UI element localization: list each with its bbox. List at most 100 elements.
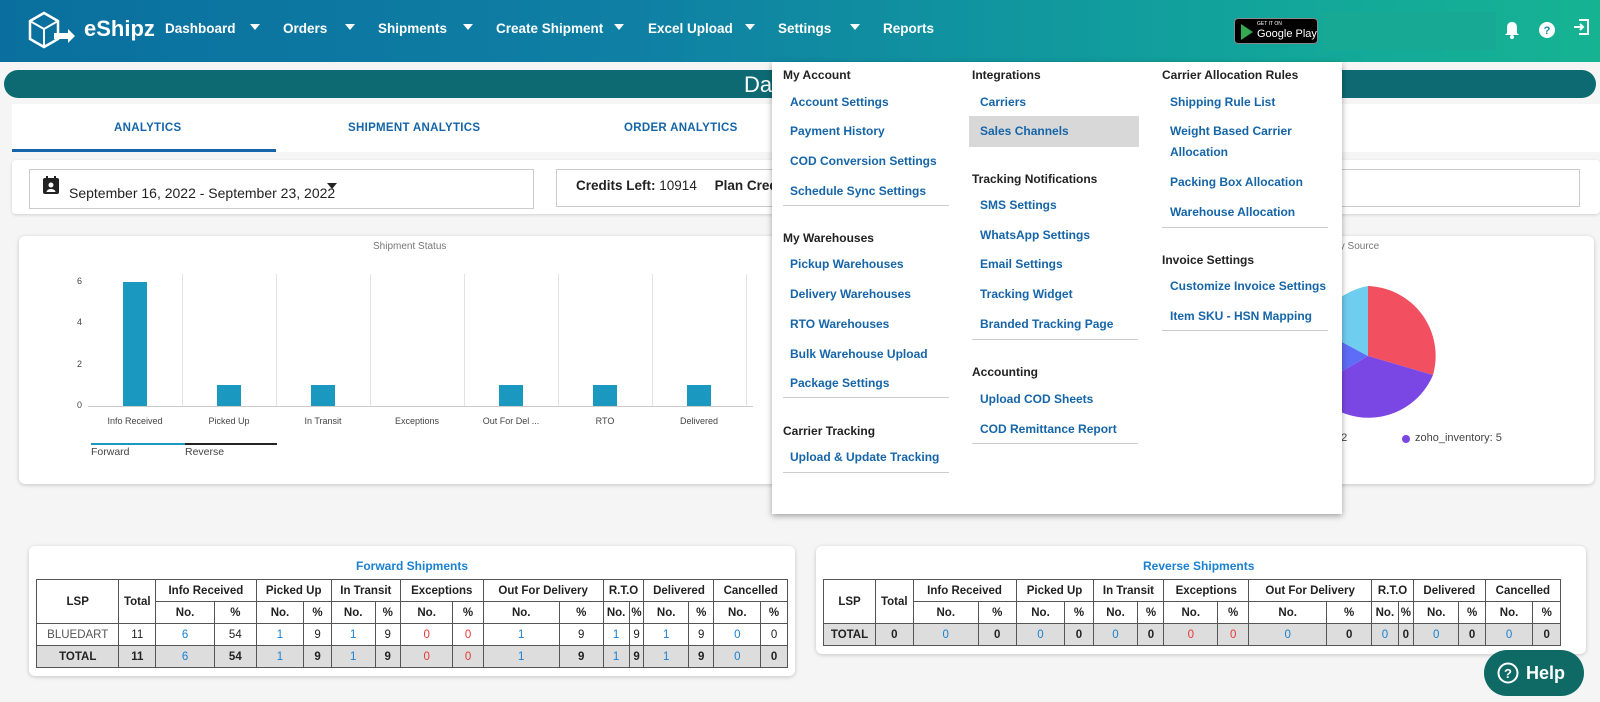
subheader-pct: %	[760, 601, 788, 624]
chart-bar[interactable]	[593, 385, 617, 406]
forward-table-title: Forward Shipments	[356, 559, 469, 573]
chevron-down-icon[interactable]	[345, 24, 355, 30]
cell-value[interactable]: 1	[482, 645, 560, 668]
menu-packing-box-allocation[interactable]: Packing Box Allocation	[1170, 175, 1303, 189]
menu-customize-invoice-settings[interactable]: Customize Invoice Settings	[1170, 279, 1327, 293]
cell-value[interactable]: 0	[399, 623, 454, 646]
pie-legend-zoho[interactable]: zoho_inventory: 5	[1415, 432, 1502, 444]
cell-value[interactable]: 1	[602, 645, 630, 668]
menu-email-settings[interactable]: Email Settings	[980, 257, 1063, 271]
cell-value[interactable]: 6	[155, 645, 216, 668]
cell-value[interactable]: 0	[1163, 623, 1219, 646]
chevron-down-icon[interactable]	[850, 24, 860, 30]
menu-shipping-rule-list[interactable]: Shipping Rule List	[1170, 95, 1276, 109]
menu-upload-cod-sheets[interactable]: Upload COD Sheets	[980, 392, 1094, 406]
nav-orders[interactable]: Orders	[283, 21, 328, 36]
cell-value: 0	[1064, 623, 1094, 646]
tab-analytics[interactable]: ANALYTICS	[114, 122, 182, 134]
menu-cod-conversion-settings[interactable]: COD Conversion Settings	[790, 154, 937, 168]
cell-value[interactable]: 0	[713, 645, 762, 668]
cell-value[interactable]: 0	[1015, 623, 1066, 646]
cell-value[interactable]: 1	[255, 645, 305, 668]
cell-value: 0	[1137, 623, 1165, 646]
cell-value[interactable]: 0	[1092, 623, 1139, 646]
menu-rto-warehouses[interactable]: RTO Warehouses	[790, 317, 890, 331]
cell-value[interactable]: 0	[1484, 623, 1534, 646]
menu-pickup-warehouses[interactable]: Pickup Warehouses	[790, 257, 904, 271]
menu-branded-tracking-page[interactable]: Branded Tracking Page	[980, 317, 1114, 331]
nav-shipments[interactable]: Shipments	[378, 21, 448, 36]
tab-order-analytics[interactable]: ORDER ANALYTICS	[624, 122, 738, 134]
subheader-no: No.	[643, 601, 689, 624]
chevron-down-icon[interactable]	[614, 24, 624, 30]
cell-value: 9	[374, 645, 401, 668]
cell-value[interactable]: 0	[912, 623, 979, 646]
calendar-icon[interactable]	[42, 175, 60, 195]
cell-value[interactable]: 1	[643, 645, 689, 668]
legend-reverse[interactable]: Reverse	[185, 446, 225, 458]
cell-value[interactable]: 0	[1248, 623, 1328, 646]
legend-forward[interactable]: Forward	[91, 446, 130, 458]
legend-reverse-line	[185, 443, 277, 445]
logout-icon[interactable]	[1572, 17, 1592, 37]
bell-icon[interactable]	[1502, 20, 1522, 40]
chevron-down-icon[interactable]	[745, 24, 755, 30]
menu-warehouse-allocation[interactable]: Warehouse Allocation	[1170, 205, 1296, 219]
cell-value[interactable]: 0	[399, 645, 454, 668]
cell-value[interactable]: 0	[713, 623, 762, 646]
menu-tracking-widget[interactable]: Tracking Widget	[980, 287, 1073, 301]
nav-create-shipment[interactable]: Create Shipment	[496, 21, 604, 36]
cell-value[interactable]: 1	[330, 645, 376, 668]
menu-delivery-warehouses[interactable]: Delivery Warehouses	[790, 287, 911, 301]
chart-bar[interactable]	[499, 385, 523, 406]
chevron-down-icon[interactable]	[250, 24, 260, 30]
cell-value[interactable]: 6	[155, 623, 216, 646]
cell-value[interactable]: 1	[643, 623, 689, 646]
chart-bar[interactable]	[687, 385, 711, 406]
date-range-picker[interactable]	[29, 169, 534, 209]
user-info-box[interactable]	[1323, 12, 1496, 50]
menu-sales-channels[interactable]: Sales Channels	[980, 124, 1069, 138]
menu-upload-update-tracking[interactable]: Upload & Update Tracking	[790, 450, 940, 464]
menu-account-settings[interactable]: Account Settings	[790, 95, 889, 109]
subheader-no: No.	[399, 601, 454, 624]
nav-excel-upload[interactable]: Excel Upload	[648, 21, 733, 36]
menu-item-sku-hsn-mapping[interactable]: Item SKU - HSN Mapping	[1170, 309, 1313, 323]
chevron-down-icon[interactable]	[463, 24, 473, 30]
chevron-down-icon[interactable]	[327, 183, 337, 189]
x-tick-label: Info Received	[107, 416, 163, 426]
chart-bar[interactable]	[217, 385, 241, 406]
help-circle-icon[interactable]: ?	[1537, 20, 1557, 40]
cell-value[interactable]: 1	[482, 623, 560, 646]
menu-package-settings[interactable]: Package Settings	[790, 376, 890, 390]
subheader-no: No.	[602, 601, 630, 624]
menu-schedule-sync-settings[interactable]: Schedule Sync Settings	[790, 184, 927, 198]
menu-payment-history[interactable]: Payment History	[790, 124, 885, 138]
menu-sms-settings[interactable]: SMS Settings	[980, 198, 1057, 212]
menu-cod-remittance-report[interactable]: COD Remittance Report	[980, 422, 1117, 436]
active-tab-indicator	[12, 149, 276, 152]
menu-weight-based-carrier[interactable]: Weight Based Carrier	[1170, 124, 1292, 138]
menu-whatsapp-settings[interactable]: WhatsApp Settings	[980, 228, 1090, 242]
menu-carriers[interactable]: Carriers	[980, 95, 1027, 109]
cell-value[interactable]: 0	[1412, 623, 1460, 646]
menu-bulk-warehouse-upload[interactable]: Bulk Warehouse Upload	[790, 347, 928, 361]
nav-dashboard[interactable]: Dashboard	[165, 21, 236, 36]
chart-bar[interactable]	[123, 282, 147, 406]
cell-value: 54	[214, 623, 257, 646]
cell-value[interactable]: 1	[255, 623, 305, 646]
cell-value[interactable]: 1	[602, 623, 630, 646]
nav-settings[interactable]: Settings	[778, 21, 832, 36]
cell-value[interactable]: 1	[330, 623, 376, 646]
tab-shipment-analytics[interactable]: SHIPMENT ANALYTICS	[348, 122, 481, 134]
brand-name[interactable]: eShipz	[84, 16, 155, 41]
google-play-text: Google Play	[1257, 28, 1317, 40]
help-button[interactable]: ? Help	[1484, 650, 1584, 696]
grid-line	[746, 274, 747, 406]
nav-reports[interactable]: Reports	[883, 21, 935, 36]
chart-bar[interactable]	[311, 385, 335, 406]
eshipz-logo-icon[interactable]	[26, 9, 76, 51]
cell-value[interactable]: 0	[1371, 623, 1399, 646]
google-play-badge[interactable]: GET IT ON Google Play	[1234, 18, 1318, 44]
menu-weight-based-allocation[interactable]: Allocation	[1170, 145, 1229, 159]
